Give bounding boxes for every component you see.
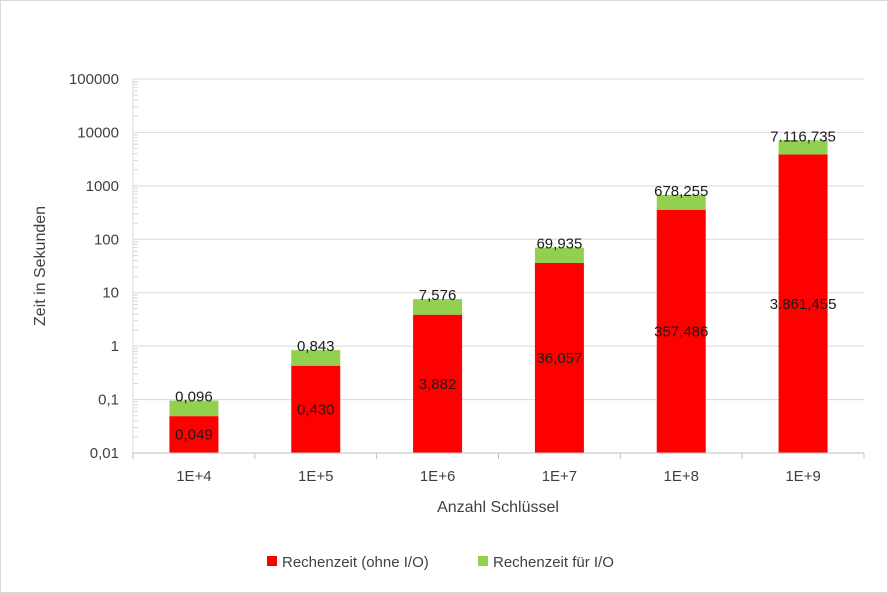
data-label-total: 7.116,735 xyxy=(770,128,836,145)
y-tick-label: 0,1 xyxy=(98,392,119,409)
x-tick-label: 1E+5 xyxy=(298,468,333,485)
bars xyxy=(169,140,828,453)
gridlines xyxy=(133,78,864,401)
bar-rechenzeit-ohne-io xyxy=(413,314,463,453)
bar-rechenzeit-fuer-io xyxy=(778,140,828,155)
legend-swatch-rechenzeit-fuer-io xyxy=(478,556,488,566)
data-label-total: 678,255 xyxy=(654,183,708,200)
y-tick-label: 10000 xyxy=(77,124,119,141)
x-tick-label: 1E+9 xyxy=(785,468,820,485)
legend-swatch-rechenzeit-ohne-io xyxy=(267,556,277,566)
bar-rechenzeit-fuer-io xyxy=(413,299,463,315)
bar-rechenzeit-ohne-io xyxy=(534,262,584,453)
legend: Rechenzeit (ohne I/O) Rechenzeit für I/O xyxy=(267,554,614,571)
x-tick-label: 1E+4 xyxy=(176,468,211,485)
y-tick-label: 100 xyxy=(94,231,119,248)
data-label-total: 69,935 xyxy=(536,236,582,253)
bar-rechenzeit-ohne-io xyxy=(778,154,828,453)
x-axis-title: Anzahl Schlüssel xyxy=(437,499,559,516)
bar-rechenzeit-ohne-io xyxy=(291,365,341,453)
bar-rechenzeit-ohne-io xyxy=(169,416,219,453)
data-label-rechenzeit-ohne-io: 0,049 xyxy=(175,427,213,444)
x-tick-label: 1E+6 xyxy=(420,468,455,485)
y-tick-label: 0,01 xyxy=(90,445,119,462)
data-label-rechenzeit-ohne-io: 36,057 xyxy=(536,350,582,367)
data-label-total: 7,576 xyxy=(419,287,457,304)
bar-rechenzeit-ohne-io xyxy=(656,209,706,453)
data-labels: 0,049 0,096 0,430 0,843 3,882 7,576 36,057 69,9… xyxy=(175,128,836,443)
bar-rechenzeit-fuer-io xyxy=(169,400,219,417)
data-label-total: 0,843 xyxy=(297,338,335,355)
x-tick-label: 1E+8 xyxy=(664,468,699,485)
y-tick-label: 1 xyxy=(111,338,119,355)
minor-ticks xyxy=(133,80,138,438)
bar-rechenzeit-fuer-io xyxy=(291,350,341,366)
y-tick-label: 100000 xyxy=(69,71,119,88)
data-label-rechenzeit-ohne-io: 3,882 xyxy=(419,376,457,393)
y-tick-label: 1000 xyxy=(86,178,119,195)
bar-rechenzeit-fuer-io xyxy=(534,247,584,263)
y-tick-label: 10 xyxy=(102,285,119,302)
data-label-rechenzeit-ohne-io: 357,486 xyxy=(654,323,708,340)
legend-label-rechenzeit-ohne-io: Rechenzeit (ohne I/O) xyxy=(282,554,429,571)
y-axis-title: Zeit in Sekunden xyxy=(32,206,49,326)
axes: 0,01 0,1 1 10 100 1000 10000 100000 1E+4 1E+5 1E+6… xyxy=(69,71,865,485)
data-label-rechenzeit-ohne-io: 3.861,455 xyxy=(770,296,837,313)
x-tick-label: 1E+7 xyxy=(542,468,577,485)
legend-label-rechenzeit-fuer-io: Rechenzeit für I/O xyxy=(493,554,614,571)
data-label-rechenzeit-ohne-io: 0,430 xyxy=(297,401,335,418)
data-label-total: 0,096 xyxy=(175,389,213,406)
bar-rechenzeit-fuer-io xyxy=(656,194,706,210)
